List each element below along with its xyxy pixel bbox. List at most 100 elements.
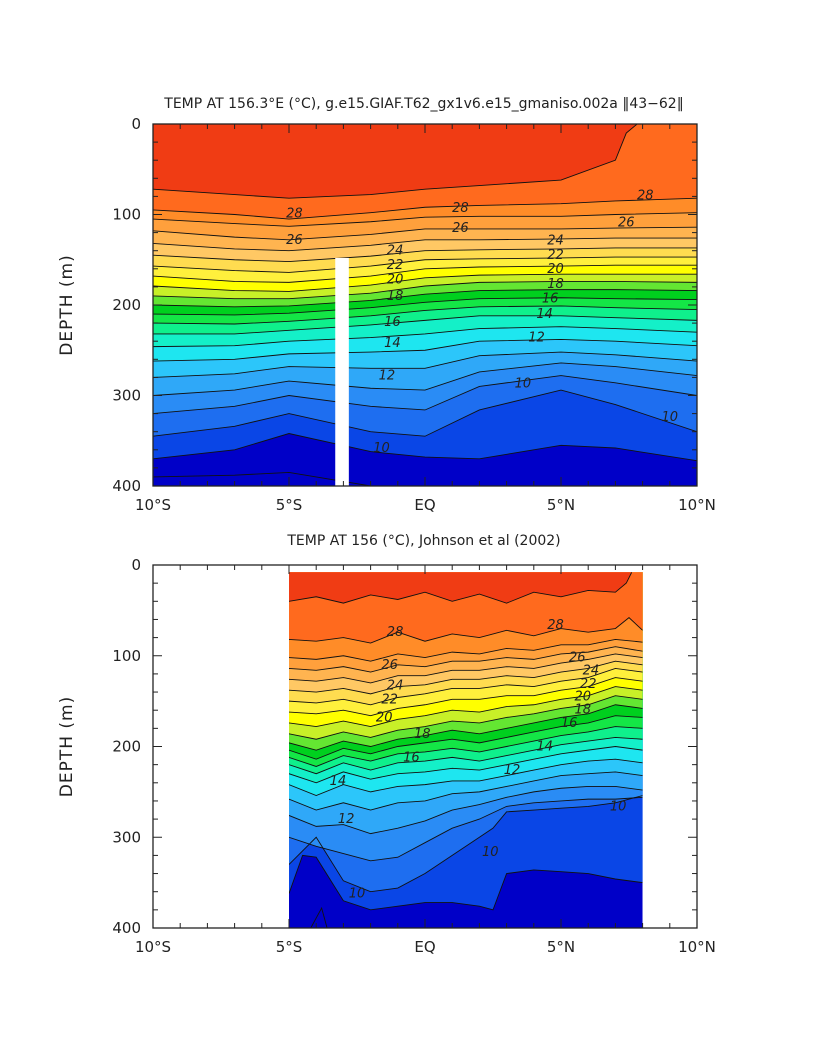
y-tick-label: 400 — [112, 477, 141, 495]
contour-label: 20 — [547, 262, 564, 277]
contour-label: 10 — [349, 887, 366, 902]
isotherm-26 — [289, 646, 643, 673]
isotherm-19 — [289, 704, 643, 751]
isotherm-18 — [153, 297, 697, 316]
panel-model: TEMP AT 156.3°E (°C), g.e15.GIAF.T62_gx1… — [57, 96, 716, 514]
contour-label: 14 — [536, 307, 553, 322]
masked-land-band — [335, 257, 349, 486]
isotherm-8 — [153, 471, 697, 486]
isotherm-21 — [289, 686, 643, 727]
isotherm-11 — [289, 796, 643, 862]
contour-label: 12 — [528, 331, 545, 346]
y-axis-label: DEPTH (m) — [57, 696, 77, 797]
isotherm-9 — [153, 433, 697, 462]
panel-obs-plot: 2826242220181614121028262422201816141210… — [57, 556, 716, 956]
isotherm-28 — [289, 617, 643, 644]
isotherm-16 — [289, 736, 643, 775]
isotherm-22 — [289, 677, 643, 717]
contour-label: 18 — [547, 277, 564, 292]
isotherm-27 — [289, 638, 643, 662]
contour-label: 20 — [574, 690, 591, 705]
isotherm-24 — [153, 247, 697, 263]
isotherm-10 — [289, 795, 643, 893]
isotherm-15 — [289, 746, 643, 784]
isotherm-20 — [289, 695, 643, 740]
isotherm-26 — [153, 226, 697, 241]
isotherm-12 — [289, 785, 643, 835]
contour-label: 26 — [618, 216, 635, 231]
contour-label: 28 — [637, 188, 654, 203]
isotherm-16 — [153, 315, 697, 335]
y-tick-label: 300 — [112, 387, 141, 405]
x-tick-label: 10°N — [678, 496, 716, 514]
y-tick-label: 400 — [112, 919, 141, 937]
contour-label: 12 — [504, 763, 521, 778]
isotherm-9 — [289, 854, 643, 911]
contour-label: 24 — [547, 234, 564, 249]
x-tick-label: 5°N — [547, 496, 575, 514]
contour-label: 10 — [662, 410, 679, 425]
contour-label: 28 — [452, 201, 469, 216]
contour-label: 18 — [414, 727, 431, 742]
isotherm-27 — [153, 212, 697, 227]
x-tick-label: EQ — [414, 938, 435, 956]
isotherm-23 — [289, 667, 643, 706]
isotherm-12 — [153, 362, 697, 396]
isotherm-28 — [153, 197, 697, 220]
contour-label: 28 — [286, 207, 303, 222]
isotherm-24 — [289, 660, 643, 695]
isotherm-23 — [153, 256, 697, 273]
x-tick-label: 10°N — [678, 938, 716, 956]
contour-label: 26 — [286, 233, 303, 248]
contour-label: 14 — [384, 336, 401, 351]
y-tick-label: 100 — [112, 647, 141, 665]
temperature-field: 2826242220181614121028262422201816141210… — [289, 572, 643, 928]
contour-label: 16 — [561, 716, 578, 731]
contour-label: 14 — [536, 740, 553, 755]
contour-label: 18 — [574, 702, 591, 717]
isotherm-29 — [153, 124, 638, 199]
contour-label: 24 — [583, 663, 600, 678]
x-tick-label: EQ — [414, 496, 435, 514]
isotherm-8 — [310, 906, 328, 928]
isotherm-15 — [153, 326, 697, 348]
contour-label: 10 — [373, 441, 390, 456]
contour-label: 16 — [542, 292, 559, 307]
isotherm-10 — [153, 389, 697, 437]
contour-label: 16 — [384, 315, 401, 330]
contour-label: 10 — [610, 799, 627, 814]
isotherm-17 — [153, 305, 697, 325]
band-above-29 — [153, 124, 638, 199]
y-tick-label: 100 — [112, 206, 141, 224]
isotherm-19 — [153, 289, 697, 308]
y-axis-label: DEPTH (m) — [57, 254, 77, 355]
x-tick-label: 10°S — [135, 496, 171, 514]
contour-label: 26 — [381, 658, 398, 673]
isotherm-13 — [153, 351, 697, 378]
x-tick-label: 5°N — [547, 938, 575, 956]
isotherm-14 — [289, 758, 643, 796]
y-tick-label: 200 — [112, 738, 141, 756]
contour-label: 12 — [338, 812, 355, 827]
y-tick-label: 200 — [112, 296, 141, 314]
contour-label: 14 — [330, 774, 347, 789]
isotherm-22 — [153, 264, 697, 283]
contour-label: 22 — [387, 258, 404, 273]
panel-model-plot: 2826242220181614121028262422201816141210… — [57, 115, 716, 514]
contour-label: 12 — [379, 369, 396, 384]
contour-label: 26 — [452, 221, 469, 236]
contour-label: 24 — [387, 244, 404, 259]
contour-label: 10 — [515, 377, 532, 392]
isotherm-25 — [289, 653, 643, 684]
x-tick-label: 5°S — [276, 938, 303, 956]
contour-label: 24 — [387, 679, 404, 694]
isotherm-13 — [289, 771, 643, 811]
isotherm-14 — [153, 338, 697, 362]
x-tick-label: 10°S — [135, 938, 171, 956]
contour-label: 22 — [381, 692, 398, 707]
contour-label: 20 — [376, 710, 393, 725]
contour-label: 16 — [403, 750, 420, 765]
temperature-field: 2826242220181614121028262422201816141210… — [153, 124, 697, 486]
isotherm-11 — [153, 375, 697, 415]
isotherm-29 — [289, 572, 633, 604]
